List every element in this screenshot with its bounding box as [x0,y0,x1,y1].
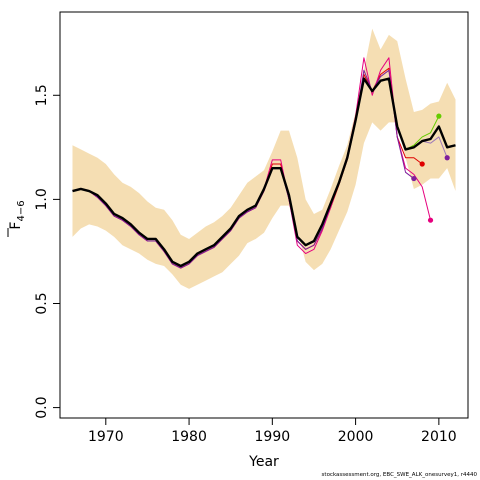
series-line-0 [72,77,456,268]
y-tick-label: 0.0 [34,396,50,418]
y-axis-title-subscript: 4−6 [16,200,27,221]
x-tick-label: 1990 [255,429,291,445]
x-tick-label: 1980 [171,429,207,445]
series-lines [72,57,456,269]
endpoint-marker-2 [427,217,434,223]
confidence-band [72,28,456,289]
plot-area [72,28,456,289]
footer-note: stockassessment.org, EBC_SWE_ALK_onesurv… [321,472,477,478]
endpoint-marker-4 [444,155,450,161]
endpoint-markers [411,113,450,223]
y-tick-label: 0.5 [34,292,50,314]
y-axis: 0.0 0.5 1.0 1.5 [34,84,61,419]
endpoint-marker-3 [436,113,442,119]
y-tick-label: 1.0 [34,188,50,210]
x-axis: 1970 1980 1990 2000 2010 [88,417,457,445]
x-axis-title: Year [248,454,279,470]
endpoint-marker-1 [419,161,425,167]
y-axis-title-main: F [8,222,24,230]
endpoint-marker-0 [411,175,417,182]
x-tick-label: 1970 [88,429,124,445]
svg-text:F4−6: F4−6 [8,200,27,229]
y-axis-title: F4−6 [7,200,27,237]
x-tick-label: 2000 [338,429,374,445]
x-tick-label: 2010 [421,429,457,445]
y-tick-label: 1.5 [34,84,50,106]
